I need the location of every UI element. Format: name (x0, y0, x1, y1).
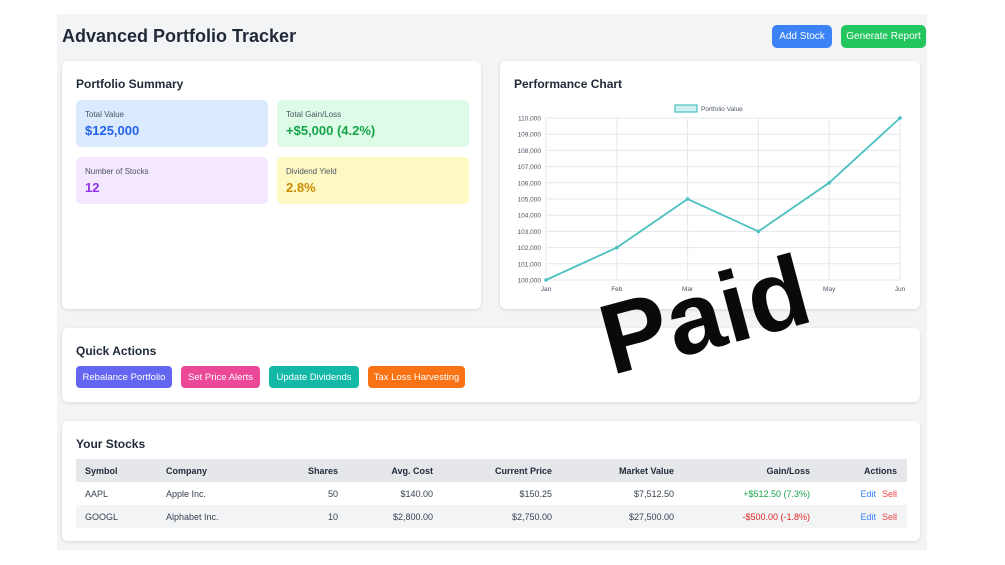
y-tick-label: 104,000 (518, 213, 542, 220)
table-row: AAPL Apple Inc. 50 $140.00 $150.25 $7,51… (76, 482, 907, 505)
y-tick-label: 106,000 (518, 180, 542, 187)
y-tick-label: 107,000 (518, 164, 542, 171)
performance-chart-card: Performance Chart 100,000 101,000 102,000 1… (500, 61, 920, 309)
y-tick-label: 100,000 (518, 278, 542, 285)
cell-company: Alphabet Inc. (166, 512, 219, 522)
total-gain-loss-label: Total Gain/Loss (286, 110, 342, 119)
tax-loss-harvesting-button[interactable]: Tax Loss Harvesting (368, 366, 465, 388)
cell-shares: 10 (327, 512, 338, 522)
dividend-yield-stat: Dividend Yield 2.8% (277, 157, 469, 204)
x-tick-label: Feb (611, 286, 623, 293)
your-stocks-card: Your Stocks Symbol Company Shares Avg. C… (62, 421, 920, 541)
cell-company: Apple Inc. (166, 489, 207, 499)
edit-link[interactable]: Edit (860, 512, 876, 522)
total-value: $125,000 (85, 123, 140, 138)
dividend-yield-value: 2.8% (286, 180, 316, 195)
cell-gain-loss: +$512.50 (7.3%) (743, 489, 810, 499)
quick-actions-title: Quick Actions (76, 344, 157, 358)
app-window: Advanced Portfolio Tracker Add Stock Gen… (57, 14, 927, 550)
table-header-row: Symbol Company Shares Avg. Cost Current … (76, 459, 907, 482)
quick-actions-card: Quick Actions Rebalance Portfolio Set Pr… (62, 328, 920, 402)
total-value-label: Total Value (85, 110, 124, 119)
portfolio-summary-title: Portfolio Summary (76, 77, 184, 91)
number-of-stocks-label: Number of Stocks (85, 167, 149, 176)
cell-current-price: $2,750.00 (511, 512, 552, 522)
cell-avg-cost: $2,800.00 (392, 512, 433, 522)
cell-shares: 50 (327, 489, 338, 499)
sell-link[interactable]: Sell (881, 489, 897, 499)
add-stock-button[interactable]: Add Stock (772, 25, 832, 48)
performance-chart-title: Performance Chart (514, 77, 623, 91)
x-tick-label: Mar (682, 286, 694, 293)
data-point (756, 229, 761, 234)
data-point (685, 197, 690, 201)
column-header-gain-loss: Gain/Loss (766, 466, 810, 476)
total-value-stat: Total Value $125,000 (76, 100, 268, 147)
y-tick-label: 101,000 (518, 261, 542, 268)
set-price-alerts-button[interactable]: Set Price Alerts (181, 366, 260, 388)
data-point (615, 245, 619, 250)
edit-link[interactable]: Edit (860, 489, 876, 499)
series-line-portfolio-value (545, 117, 901, 281)
column-header-current-price: Current Price (494, 466, 552, 476)
x-tick-label: May (823, 286, 836, 293)
header: Advanced Portfolio Tracker Add Stock Gen… (62, 20, 926, 52)
sell-link[interactable]: Sell (881, 512, 897, 522)
y-tick-label: 103,000 (518, 229, 542, 236)
cell-actions: Edit Sell (860, 512, 897, 522)
table-row: GOOGL Alphabet Inc. 10 $2,800.00 $2,750.… (76, 505, 907, 528)
data-point (544, 278, 548, 282)
y-tick-label: 108,000 (518, 148, 542, 155)
cell-gain-loss: -$500.00 (-1.8%) (742, 512, 810, 522)
portfolio-summary-card: Portfolio Summary Total Value $125,000 T… (62, 61, 481, 309)
your-stocks-title: Your Stocks (76, 437, 146, 451)
x-tick-label: Jun (895, 286, 906, 293)
cell-avg-cost: $140.00 (400, 489, 433, 499)
y-tick-label: 109,000 (518, 132, 542, 139)
cell-current-price: $150.25 (519, 489, 552, 499)
cell-market-value: $7,512.50 (633, 489, 674, 499)
y-tick-label: 105,000 (518, 197, 542, 204)
column-header-actions: Actions (863, 466, 897, 476)
column-header-symbol: Symbol (85, 466, 118, 476)
number-of-stocks-value: 12 (85, 180, 100, 195)
number-of-stocks-stat: Number of Stocks 12 (76, 157, 268, 204)
cell-market-value: $27,500.00 (628, 512, 674, 522)
y-tick-label: 102,000 (518, 245, 542, 252)
x-tick-label: Jan (541, 286, 552, 293)
total-gain-loss-value: +$5,000 (4.2%) (286, 123, 376, 138)
x-tick-label: Apr (753, 286, 764, 293)
update-dividends-button[interactable]: Update Dividends (269, 366, 359, 388)
cell-symbol: AAPL (85, 489, 109, 499)
data-point (898, 116, 902, 120)
performance-chart: 100,000 101,000 102,000 103,000 104,000 105,0… (518, 104, 906, 293)
y-tick-label: 110,000 (518, 116, 541, 123)
column-header-company: Company (166, 466, 208, 476)
data-point (827, 181, 831, 185)
rebalance-portfolio-button[interactable]: Rebalance Portfolio (76, 366, 172, 388)
cell-actions: Edit Sell (860, 489, 897, 499)
dividend-yield-label: Dividend Yield (286, 167, 337, 176)
legend-swatch (674, 104, 698, 113)
column-header-market-value: Market Value (618, 466, 674, 476)
column-header-avg-cost: Avg. Cost (391, 466, 433, 476)
generate-report-button[interactable]: Generate Report (841, 25, 926, 48)
column-header-shares: Shares (307, 466, 338, 476)
cell-symbol: GOOGL (85, 512, 119, 522)
total-gain-loss-stat: Total Gain/Loss +$5,000 (4.2%) (277, 100, 469, 147)
legend-label: Portfolio Value (701, 106, 743, 113)
page-title: Advanced Portfolio Tracker (62, 26, 297, 46)
